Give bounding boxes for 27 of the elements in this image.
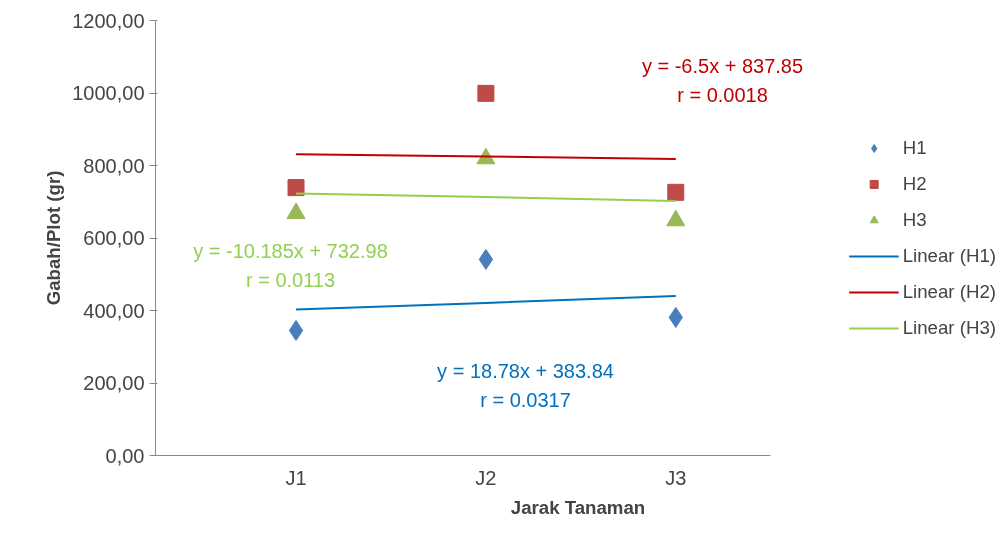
y-tick-label: 1200,00 <box>72 9 145 32</box>
x-tick-label: J1 <box>285 466 307 489</box>
point <box>478 248 494 270</box>
y-tick-label: 1000,00 <box>72 82 145 104</box>
annotation: y = -6.5x + 837.85 r = 0.0018 <box>641 55 804 106</box>
legend-label: H3 <box>902 208 927 231</box>
x-axis-title: Jarak Tanaman <box>510 496 646 518</box>
legend-label: Linear (H1) <box>902 244 996 267</box>
point <box>667 183 685 201</box>
legend-label: H1 <box>902 136 927 159</box>
x-tick-label: J3 <box>665 466 687 489</box>
annotation: y = -10.185x + 732.98 r = 0.0113 <box>193 240 388 291</box>
point <box>288 319 304 341</box>
point <box>287 179 305 197</box>
legend-label: H2 <box>902 172 927 195</box>
x-tick-label: J2 <box>475 466 497 489</box>
legend-label: Linear (H3) <box>902 316 996 339</box>
legend-label: Linear (H2) <box>902 280 996 303</box>
y-tick-label: 0,00 <box>105 444 145 467</box>
y-axis-title: Gabah/Plot (gr) <box>43 170 65 306</box>
y-tick-label: 600,00 <box>83 227 145 249</box>
point <box>286 202 306 220</box>
y-tick-label: 200,00 <box>83 372 145 394</box>
annotation: y = 18.78x + 383.84 r = 0.0317 <box>437 360 614 411</box>
point <box>477 84 495 102</box>
y-tick-label: 400,00 <box>83 299 145 322</box>
y-tick-label: 800,00 <box>83 154 145 177</box>
